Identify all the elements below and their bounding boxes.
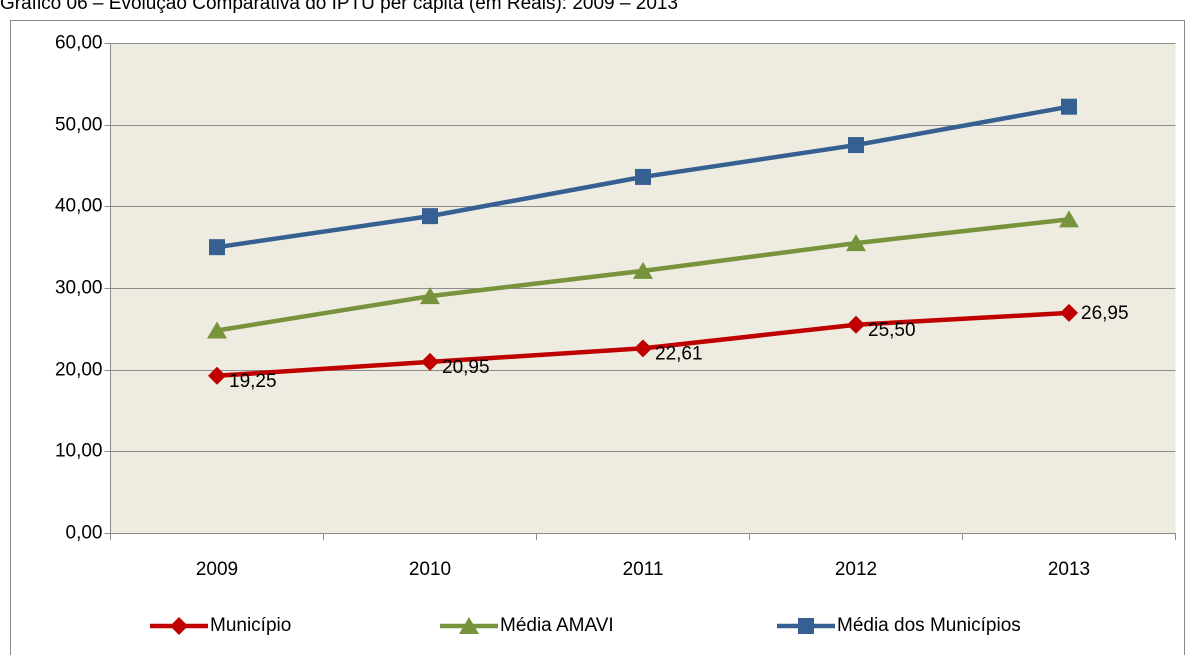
legend-marker: [459, 617, 479, 634]
data-label: 26,95: [1081, 303, 1129, 324]
data-point: [846, 234, 866, 252]
data-point: [1059, 210, 1079, 228]
y-tick-label: 20,00: [55, 360, 103, 381]
data-point: [209, 239, 225, 256]
legend-label: Município: [210, 615, 291, 636]
legend-label: Média dos Municípios: [837, 615, 1021, 636]
y-tick-label: 60,00: [55, 33, 103, 54]
data-point: [420, 287, 440, 305]
data-point: [1061, 98, 1077, 115]
data-point: [207, 321, 227, 339]
y-tick-label: 10,00: [55, 441, 103, 462]
x-tick-label: 2012: [835, 559, 877, 580]
data-point: [635, 168, 651, 185]
legend-marker: [798, 618, 814, 634]
x-tick-label: 2009: [196, 559, 238, 580]
data-point: [421, 352, 439, 371]
y-tick-label: 40,00: [55, 196, 103, 217]
y-tick-label: 30,00: [55, 278, 103, 299]
data-point: [847, 315, 865, 334]
x-tick-label: 2010: [409, 559, 451, 580]
data-point: [1060, 303, 1078, 322]
chart-title: Gráfico 06 – Evolução Comparativa do IPT…: [0, 0, 678, 14]
data-point: [422, 208, 438, 225]
data-label: 19,25: [229, 371, 277, 392]
data-label: 25,50: [868, 320, 916, 341]
data-point: [848, 137, 864, 154]
legend-label: Média AMAVI: [500, 615, 614, 636]
x-tick-label: 2011: [623, 559, 664, 580]
data-label: 22,61: [655, 343, 703, 364]
data-point: [633, 261, 653, 279]
data-point: [634, 339, 652, 358]
legend-marker: [170, 617, 188, 635]
y-tick-label: 0,00: [66, 523, 103, 544]
y-tick-label: 50,00: [55, 115, 103, 136]
data-point: [208, 366, 226, 385]
x-tick-label: 2013: [1048, 559, 1090, 580]
data-label: 20,95: [442, 357, 490, 378]
